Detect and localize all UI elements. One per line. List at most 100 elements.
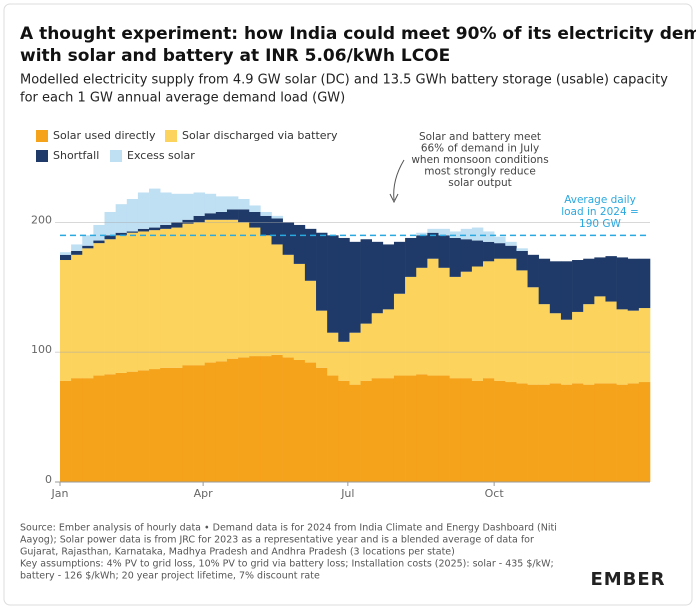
bar-segment [71,378,83,482]
legend-swatch [110,150,122,162]
bar-segment [516,270,528,384]
bar-segment [304,362,317,482]
legend-label: Solar discharged via battery [182,129,338,142]
bar-segment [193,215,206,223]
bar-segment [260,211,272,216]
bar-segment [193,192,206,216]
bar-segment [438,375,450,482]
bar-segment [505,245,517,259]
bar-segment [505,241,517,246]
bar-segment [572,311,584,384]
bar-segment [126,371,139,482]
bar-segment [516,383,528,482]
bar-segment [260,356,272,482]
bar-segment [104,235,116,240]
bar-segment [115,232,128,236]
bar-segment [193,222,206,366]
legend-label: Solar used directly [53,129,156,142]
bar-segment [360,380,372,482]
bar-segment [204,219,217,363]
bar-segment [393,375,406,482]
bar-segment [427,232,439,259]
bar-segment [171,222,183,228]
bar-segment [549,261,562,314]
bar-segment [638,258,651,309]
bar-segment [449,237,462,277]
bar-segment [627,310,640,384]
bar-segment [115,235,128,373]
bar-segment [260,235,272,357]
bars [60,188,651,482]
bar-segment [238,222,250,358]
bar-segment [327,332,339,376]
bar-segment [271,218,283,245]
bar-segment [427,375,439,482]
bar-segment [260,215,272,236]
bar-segment [527,254,539,288]
y-tick-label: 200 [31,213,52,226]
bar-segment [293,224,306,264]
bar-segment [494,243,506,259]
bar-segment [549,313,562,384]
source-note: Source: Ember analysis of hourly data • … [20,523,557,534]
bar-segment [249,356,261,482]
bar-segment [137,231,150,371]
bar-segment [204,193,217,214]
bar-segment [271,244,283,355]
bar-segment [149,227,161,231]
bar-segment [438,235,450,268]
bar-segment [137,370,150,482]
bar-segment [149,230,161,370]
source-note: battery - 126 $/kWh; 20 year project lif… [20,571,320,582]
bar-segment [483,231,495,242]
y-tick-label: 0 [45,473,52,486]
bar-segment [71,250,83,255]
annotation: Solar and battery meet [419,131,541,143]
source-note: Gujarat, Rajasthan, Karnataka, Madhya Pr… [20,547,455,558]
bar-segment [405,276,417,376]
bar-segment [471,240,484,267]
annotation: 66% of demand in July [421,143,539,155]
bar-segment [316,367,328,482]
bar-segment [393,293,406,376]
legend-label: Excess solar [127,149,195,162]
bar-segment [327,375,339,482]
bar-segment [560,261,573,320]
bar-segment [605,383,617,482]
bar-segment [627,383,640,482]
bar-segment [204,362,217,482]
chart-subtitle: for each 1 GW annual average demand load… [20,91,345,106]
bar-segment [393,241,406,294]
bar-segment [304,228,317,281]
bar-segment [137,228,150,232]
bar-segment [382,244,395,310]
bar-segment [627,258,640,311]
x-tick-label: Jan [51,487,69,500]
bar-segment [282,254,295,358]
bar-segment [226,196,239,210]
x-tick-label: Apr [194,487,214,500]
bar-segment [171,227,183,368]
chart-subtitle: Modelled electricity supply from 4.9 GW … [20,73,668,88]
x-tick-label: Oct [485,487,505,500]
bar-segment [371,241,384,314]
bar-segment [215,361,228,482]
bar-segment [471,380,484,482]
annotation: when monsoon conditions [411,154,548,166]
bar-segment [405,237,417,277]
bar-segment [293,359,306,482]
bar-segment [304,280,317,363]
bar-segment [316,232,328,311]
bar-segment [371,378,384,482]
bar-segment [438,228,450,236]
bar-segment [616,309,629,385]
bar-segment [82,378,94,482]
bar-segment [71,244,83,251]
bar-segment [93,224,105,241]
bar-segment [293,263,306,360]
bar-segment [549,383,562,482]
bar-segment [249,211,261,228]
bar-segment [282,222,295,255]
bar-segment [349,384,361,482]
bar-segment [215,219,228,362]
